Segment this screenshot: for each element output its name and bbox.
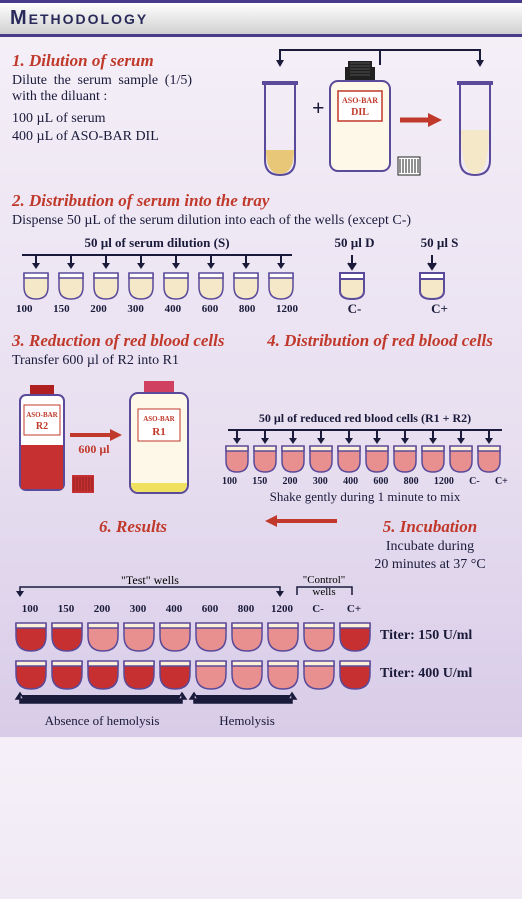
step2-diagram: 50 µl of serum dilution (S) 100150200300…: [12, 235, 510, 317]
page-title: Methodology: [10, 7, 512, 30]
step2-values: 1001502003004006008001200: [12, 303, 302, 315]
left-arrow-icon: [262, 511, 342, 531]
step1-line1: Dilute the serum sample (1/5) with the d…: [12, 73, 192, 105]
svg-text:ASO-BAR: ASO-BAR: [342, 96, 378, 105]
step3-text: Transfer 600 µl of R2 into R1: [12, 353, 242, 369]
step4-values: 1001502003004006008001200C-C+: [220, 476, 510, 487]
step6-title: 6. Results: [12, 517, 254, 537]
step1-title: 1. Dilution of serum: [12, 51, 242, 71]
step1-line2: 100 µL of serum: [12, 111, 242, 127]
hemolysis-label: Hemolysis: [192, 713, 302, 729]
cminus-label: C-: [322, 301, 387, 317]
results-bracket: "Test" wells "Control" wells: [12, 575, 412, 601]
svg-text:+: +: [312, 95, 325, 120]
results-row1: Titer: 150 U/ml: [12, 619, 510, 653]
step2-title: 2. Distribution of serum into the tray: [12, 191, 510, 211]
hemolysis-bracket: [12, 691, 372, 713]
svg-text:ASO-BAR: ASO-BAR: [143, 415, 175, 423]
step1-row: 1. Dilution of serum Dilute the serum sa…: [12, 45, 510, 185]
step2-label-main: 50 µl of serum dilution (S): [12, 235, 302, 251]
header: Methodology: [0, 0, 522, 37]
svg-text:R2: R2: [36, 421, 48, 432]
svg-text:DIL: DIL: [351, 107, 369, 118]
svg-text:wells: wells: [312, 586, 335, 598]
step1-diagram: + ASO-BAR DIL: [250, 45, 510, 185]
titer1: Titer: 150 U/ml: [380, 628, 472, 644]
svg-text:"Control": "Control": [303, 575, 346, 586]
step5-text1: Incubate during: [350, 539, 510, 555]
step3-diagram: ASO-BAR R2 600 µl ASO-BAR R1: [12, 375, 212, 505]
content: 1. Dilution of serum Dilute the serum sa…: [0, 37, 522, 737]
step4-title: 4. Distribution of red blood cells: [250, 331, 510, 351]
svg-text:R1: R1: [152, 426, 165, 438]
step1-line3: 400 µL of ASO-BAR DIL: [12, 129, 242, 145]
shake-text: Shake gently during 1 minute to mix: [220, 489, 510, 505]
step3-title: 3. Reduction of red blood cells: [12, 331, 242, 351]
step4-wells: [220, 426, 510, 474]
step2-wells-ctrl: [322, 251, 472, 301]
step5-title: 5. Incubation: [350, 517, 510, 537]
step6-values: 1001502003004006008001200C-C+: [12, 603, 372, 615]
svg-text:ASO-BAR: ASO-BAR: [26, 411, 58, 419]
svg-text:600 µl: 600 µl: [78, 442, 110, 456]
absence-label: Absence of hemolysis: [12, 713, 192, 729]
titer2: Titer: 400 U/ml: [380, 666, 472, 682]
step4-label: 50 µl of reduced red blood cells (R1 + R…: [220, 411, 510, 426]
step2-text: Dispense 50 µL of the serum dilution int…: [12, 213, 510, 229]
step2-wells-main: [12, 251, 302, 301]
results-row2: Titer: 400 U/ml: [12, 657, 510, 691]
step2-label-s: 50 µl S: [407, 235, 472, 251]
svg-text:"Test" wells: "Test" wells: [121, 575, 179, 587]
step5-text2: 20 minutes at 37 °C: [350, 557, 510, 573]
step2-label-d: 50 µl D: [322, 235, 387, 251]
cplus-label: C+: [407, 301, 472, 317]
